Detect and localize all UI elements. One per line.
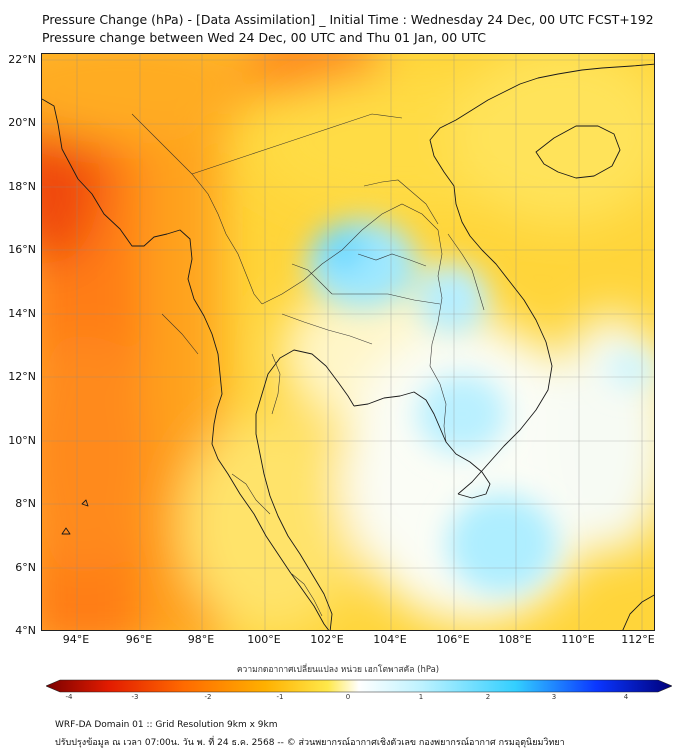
lon-label-100: 100°E [247,633,281,646]
colorbar [46,679,672,693]
lat-label-22: 22°N [8,53,36,66]
border-cambodia [439,383,447,443]
andaman-coast [42,98,330,630]
colorbar-tick: 2 [485,693,491,701]
lon-label-96: 96°E [125,633,153,646]
lat-label-6: 6°N [15,561,36,574]
island-1 [61,527,71,535]
border-laos-vn [447,233,485,311]
colorbar-tick: -4 [65,693,73,701]
pressure-change-map [41,53,655,631]
border-west-prov [271,353,281,415]
colorbar-label: ความกดอากาศเปลี่ยนแปลง หน่วย เฮกโตพาสคัล… [236,665,440,675]
border-myanmar [131,113,263,305]
colorbar-tick: 4 [623,693,629,701]
footer-credit: ปรับปรุงข้อมูล ณ เวลา 07:00น. วัน พ. ที่… [55,738,565,748]
vietnam-coast [429,63,654,495]
lon-label-104: 104°E [373,633,407,646]
border-north [191,113,403,175]
colorbar-tick: -1 [276,693,284,701]
lat-label-16: 16°N [8,243,36,256]
border-thai-laos [261,203,443,385]
lon-label-94: 94°E [62,633,90,646]
lon-label-106: 106°E [436,633,470,646]
colorbar-tick: 1 [418,693,424,701]
island-2 [81,499,89,507]
coastlines [42,63,654,630]
lat-label-20: 20°N [8,116,36,129]
footer-model-info: WRF-DA Domain 01 :: Grid Resolution 9km … [55,720,278,730]
border-isan [332,293,441,305]
lon-label-102: 102°E [310,633,344,646]
gulf-east-coast [353,391,491,499]
colorbar-tick: -3 [131,693,139,701]
lat-label-14: 14°N [8,307,36,320]
border-myanmar-prov [161,313,199,355]
lon-label-108: 108°E [498,633,532,646]
colorbar-tick: 0 [345,693,351,701]
borneo-coast [622,594,654,630]
border-central [281,313,373,345]
border-north-prov [291,263,333,295]
lat-label-4: 4°N [15,624,36,637]
lon-label-110: 110°E [561,633,595,646]
positive-anomalies [307,219,654,594]
lat-label-18: 18°N [8,180,36,193]
colorbar-tick: 3 [551,693,557,701]
colorbar-tick: -2 [204,693,212,701]
lat-label-12: 12°N [8,370,36,383]
graticule [42,54,654,630]
map-title: Pressure Change (hPa) - [Data Assimilati… [42,12,654,27]
lat-label-8: 8°N [15,497,36,510]
admin-borders [131,113,485,617]
border-south-prov [231,473,271,515]
hainan-coast [535,125,621,179]
border-malaysia [291,573,323,617]
gulf-west-coast [255,349,355,630]
lon-label-112: 112°E [621,633,655,646]
map-subtitle: Pressure change between Wed 24 Dec, 00 U… [42,30,486,45]
border-isan-prov [357,253,427,267]
lon-label-98: 98°E [187,633,215,646]
lat-label-10: 10°N [8,434,36,447]
border-mekong [363,179,439,225]
